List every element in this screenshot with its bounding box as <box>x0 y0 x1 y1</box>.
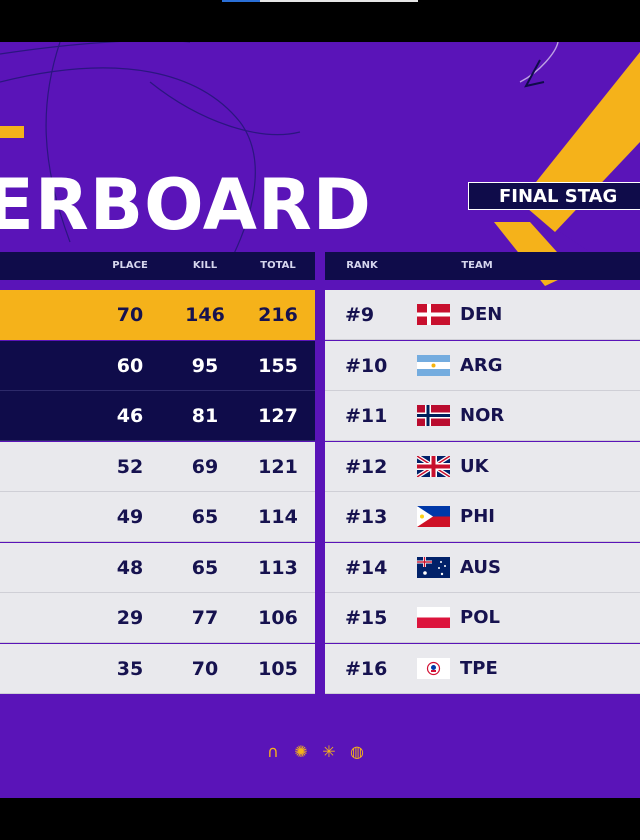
total-value: 216 <box>258 304 298 326</box>
rank-value: #14 <box>345 556 388 579</box>
team-code: UK <box>460 455 489 477</box>
kill-value: 65 <box>191 556 219 579</box>
sponsor-logos: ∩ ✺ ✳ ◍ <box>262 742 374 764</box>
team-code: AUS <box>460 556 501 578</box>
score-row: 49 65 114 <box>0 492 315 542</box>
headset-icon: ∩ <box>267 742 279 761</box>
team-row: #13 PHI <box>325 492 640 542</box>
total-value: 127 <box>258 405 298 427</box>
kill-value: 69 <box>191 455 219 478</box>
philippines-flag-icon <box>417 506 450 527</box>
denmark-flag-icon <box>417 304 450 325</box>
place-value: 49 <box>116 506 144 528</box>
total-value: 105 <box>258 657 298 680</box>
team-row: #14 AUS <box>325 542 640 593</box>
place-value: 52 <box>116 455 144 478</box>
team-row: #16 TPE <box>325 643 640 694</box>
score-row: 48 65 113 <box>0 542 315 593</box>
team-code: NOR <box>460 405 505 426</box>
kill-value: 77 <box>191 607 219 629</box>
chinese-taipei-flag-icon <box>417 657 450 679</box>
team-code: PHI <box>460 506 495 527</box>
total-value: 155 <box>258 354 298 377</box>
place-value: 29 <box>116 607 144 629</box>
norway-flag-icon <box>417 405 450 426</box>
score-row: 52 69 121 <box>0 441 315 492</box>
place-value: 35 <box>116 657 144 680</box>
uk-flag-icon <box>417 455 450 477</box>
score-row: 60 95 155 <box>0 340 315 391</box>
team-row: #12 UK <box>325 441 640 492</box>
sun-icon: ✺ <box>294 742 308 761</box>
poland-flag-icon <box>417 607 450 628</box>
progress-indicator <box>222 0 260 2</box>
page-title: ERBOARD <box>0 164 372 246</box>
rank-value: #16 <box>345 657 388 680</box>
rank-value: #9 <box>345 304 375 326</box>
column-header-kill: KILL <box>192 260 218 271</box>
column-header-total: TOTAL <box>260 260 296 271</box>
team-row: #11 NOR <box>325 391 640 441</box>
score-row: 35 70 105 <box>0 643 315 694</box>
bottom-letterbox <box>0 798 640 840</box>
kill-value: 146 <box>185 304 225 326</box>
rank-value: #10 <box>345 354 388 377</box>
column-header-team: TEAM <box>461 260 493 271</box>
team-code: DEN <box>460 304 503 325</box>
place-value: 46 <box>116 405 144 427</box>
kill-value: 70 <box>191 657 219 680</box>
right-table-header: RANK TEAM <box>325 252 640 280</box>
rank-value: #15 <box>345 607 388 629</box>
team-code: POL <box>460 607 500 628</box>
place-value: 70 <box>116 304 144 326</box>
score-row: 70 146 216 <box>0 290 315 340</box>
burst-icon: ✳ <box>322 742 336 761</box>
total-value: 114 <box>258 506 298 528</box>
top-letterbox <box>0 0 640 42</box>
column-header-place: PLACE <box>112 260 148 271</box>
total-value: 106 <box>258 607 298 629</box>
rank-value: #12 <box>345 455 388 478</box>
australia-flag-icon <box>417 556 450 578</box>
progress-track <box>260 0 418 2</box>
rank-value: #13 <box>345 506 388 528</box>
team-row: #15 POL <box>325 593 640 643</box>
score-row: 29 77 106 <box>0 593 315 643</box>
argentina-flag-icon <box>417 354 450 376</box>
scoreboard-panel: ERBOARD FINAL STAG PLACE KILL TOTAL RANK… <box>0 42 640 798</box>
score-row: 46 81 127 <box>0 391 315 441</box>
stage-badge: FINAL STAG <box>468 182 640 210</box>
globe-icon: ◍ <box>350 742 364 761</box>
total-value: 113 <box>258 556 298 579</box>
column-header-rank: RANK <box>346 260 378 271</box>
title-accent-bar <box>0 126 24 138</box>
team-row: #9 DEN <box>325 290 640 340</box>
team-code: TPE <box>460 657 498 679</box>
rank-value: #11 <box>345 405 388 427</box>
kill-value: 65 <box>191 506 219 528</box>
team-row: #10 ARG <box>325 340 640 391</box>
place-value: 60 <box>116 354 144 377</box>
left-table-header: PLACE KILL TOTAL <box>0 252 315 280</box>
kill-value: 81 <box>191 405 219 427</box>
kill-value: 95 <box>191 354 219 377</box>
place-value: 48 <box>116 556 144 579</box>
total-value: 121 <box>258 455 298 478</box>
team-code: ARG <box>460 354 503 376</box>
